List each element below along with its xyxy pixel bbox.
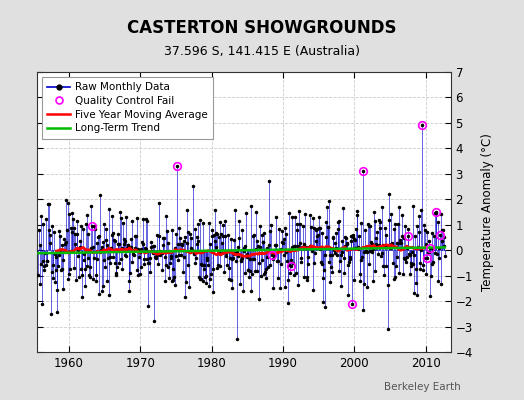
- Legend: Raw Monthly Data, Quality Control Fail, Five Year Moving Average, Long-Term Tren: Raw Monthly Data, Quality Control Fail, …: [42, 77, 213, 138]
- Text: 37.596 S, 141.415 E (Australia): 37.596 S, 141.415 E (Australia): [164, 46, 360, 58]
- Text: Berkeley Earth: Berkeley Earth: [385, 382, 461, 392]
- Y-axis label: Temperature Anomaly (°C): Temperature Anomaly (°C): [481, 133, 494, 291]
- Text: CASTERTON SHOWGROUNDS: CASTERTON SHOWGROUNDS: [127, 19, 397, 37]
